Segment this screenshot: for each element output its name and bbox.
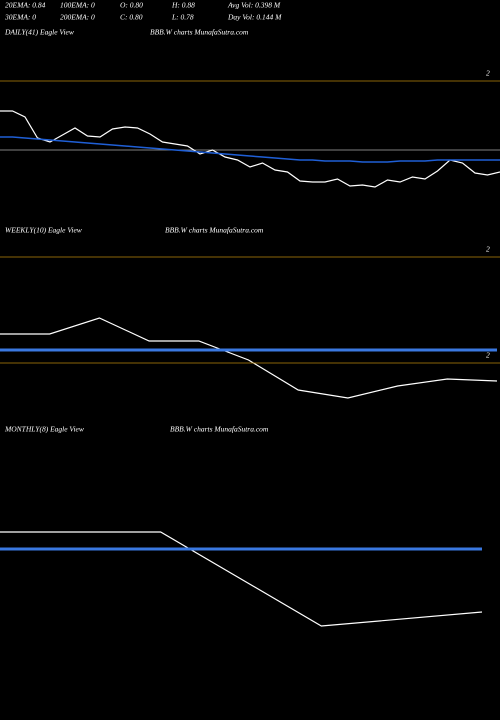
panel-title: MONTHLY(8) Eagle View — [4, 425, 84, 434]
panel-title: DAILY(41) Eagle View — [4, 28, 74, 37]
price-line — [0, 110, 500, 188]
stat-label: C: 0.80 — [120, 13, 143, 22]
y-tick-label: 2 — [486, 245, 490, 254]
price-line — [0, 317, 498, 399]
stat-label: L: 0.78 — [171, 13, 194, 22]
panel-subtitle: BBB.W charts MunafaSutra.com — [150, 28, 249, 37]
stat-label: 30EMA: 0 — [4, 13, 36, 22]
panel-title: WEEKLY(10) Eagle View — [5, 226, 82, 235]
panel-subtitle: BBB.W charts MunafaSutra.com — [170, 425, 269, 434]
stat-label: 200EMA: 0 — [60, 13, 95, 22]
y-tick-label: 2 — [486, 69, 490, 78]
panel-subtitle: BBB.W charts MunafaSutra.com — [165, 226, 264, 235]
y-tick-label: 2 — [486, 351, 490, 360]
stat-label: 20EMA: 0.84 — [5, 1, 46, 10]
stat-label: H: 0.88 — [171, 1, 195, 10]
stat-label: Avg Vol: 0.398 M — [227, 1, 281, 10]
stat-label: O: 0.80 — [120, 1, 143, 10]
ema-line — [0, 136, 500, 163]
price-line — [0, 531, 483, 627]
stat-label: Day Vol: 0.144 M — [227, 13, 282, 22]
stat-label: 100EMA: 0 — [60, 1, 95, 10]
